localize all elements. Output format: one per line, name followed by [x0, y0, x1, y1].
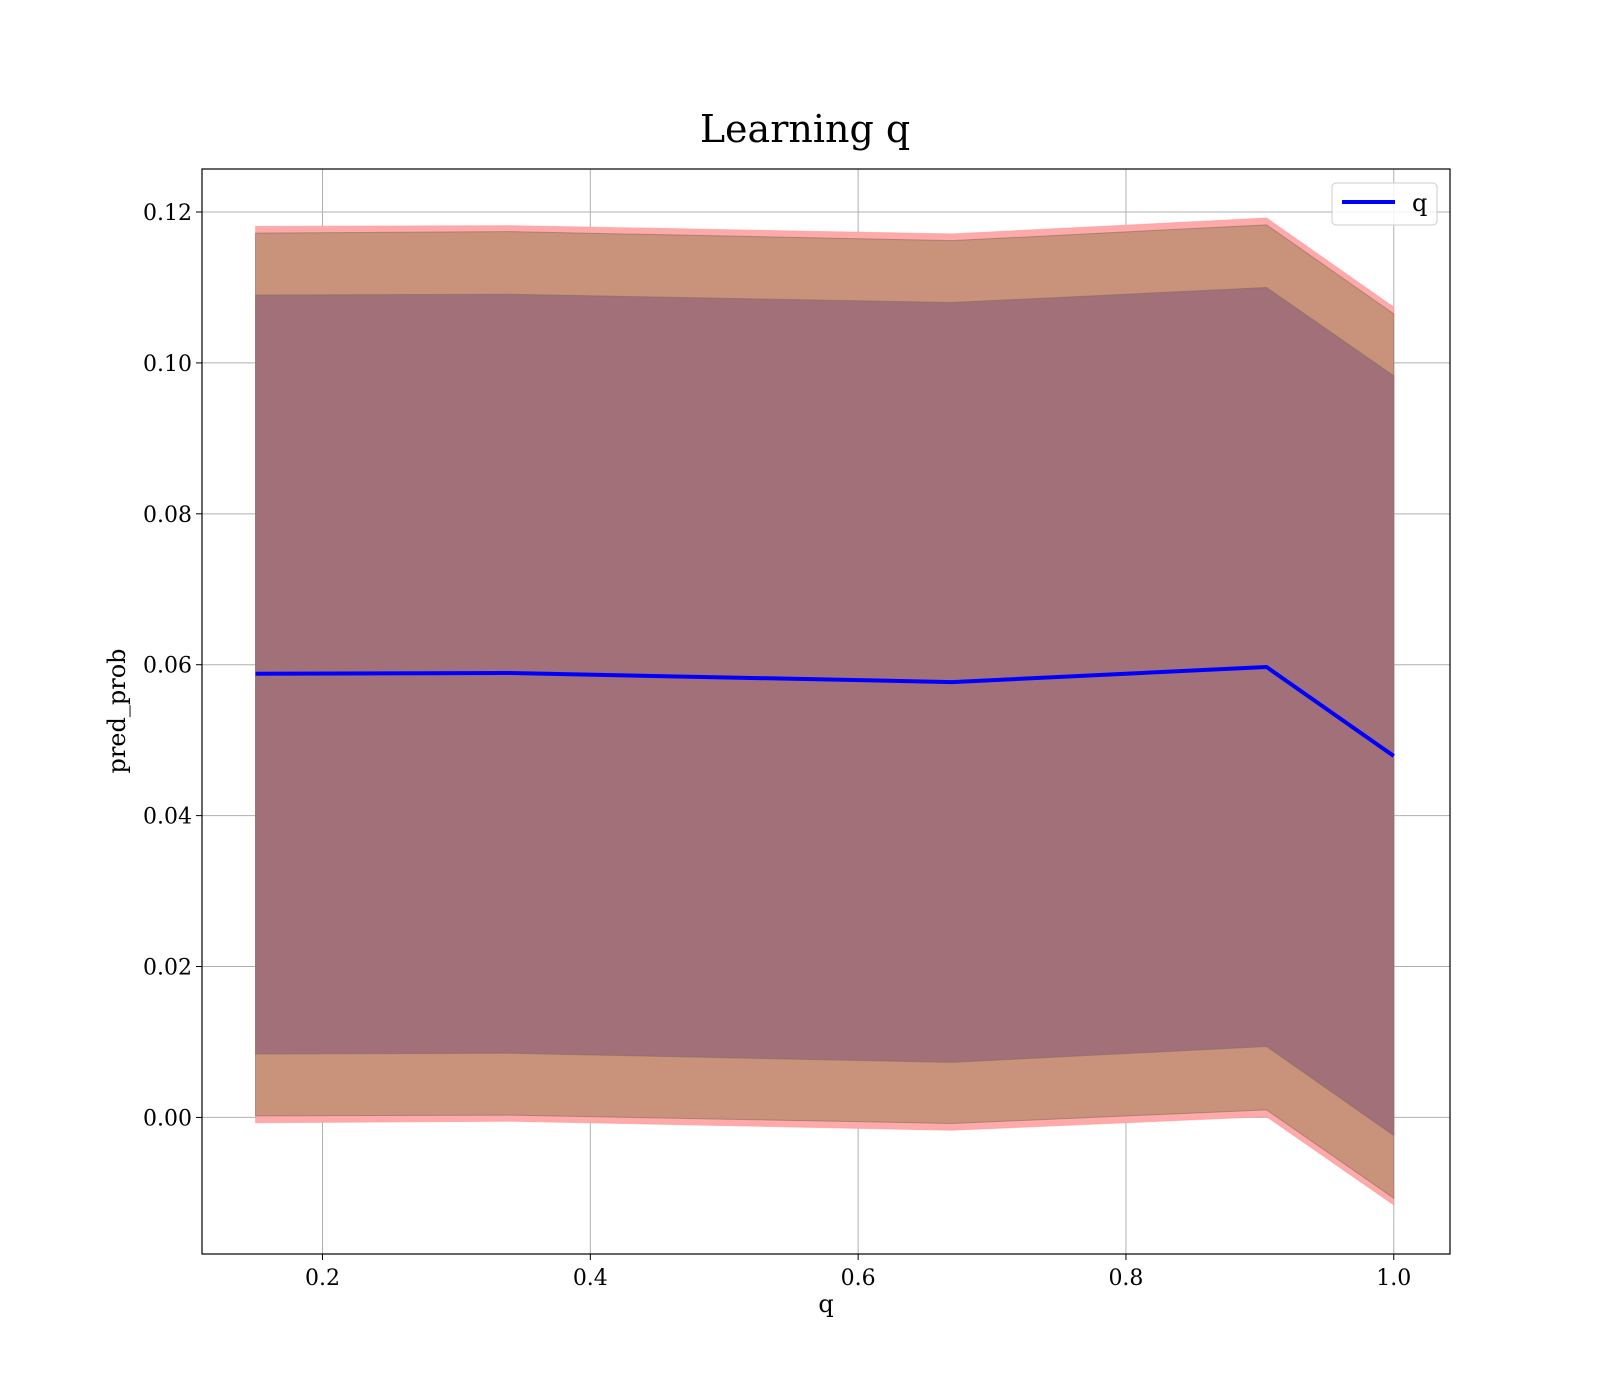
- y-tick-label: 0.06: [143, 654, 192, 679]
- y-axis-label: pred_prob: [103, 648, 131, 773]
- x-axis-ticks: 0.2 0.4 0.6 0.8 1.0: [305, 1254, 1411, 1291]
- chart-title: Learning q: [700, 107, 910, 151]
- legend: q: [1331, 182, 1438, 226]
- uncertainty-bands: [255, 217, 1395, 1206]
- plot-frame: [201, 168, 1451, 1255]
- x-axis-label: q: [818, 1290, 833, 1318]
- x-tick-label: 0.6: [841, 1266, 876, 1291]
- x-tick-label: 0.4: [573, 1266, 608, 1291]
- y-tick-label: 0.08: [143, 503, 192, 528]
- series-line-q: [255, 664, 1395, 758]
- band-2: [255, 286, 1395, 1137]
- y-tick-label: 0.10: [143, 352, 192, 377]
- series-lines: [255, 664, 1395, 758]
- x-tick-label: 0.2: [305, 1266, 340, 1291]
- legend-label-q: q: [1412, 189, 1427, 217]
- y-tick-label: 0.12: [143, 201, 192, 226]
- y-axis-ticks: 0.00 0.02 0.04 0.06 0.08 0.10 0.12: [143, 201, 202, 1131]
- y-tick-label: 0.02: [143, 956, 192, 981]
- y-tick-label: 0.00: [143, 1106, 192, 1131]
- y-tick-label: 0.04: [143, 805, 192, 830]
- x-tick-label: 0.8: [1108, 1266, 1143, 1291]
- x-tick-label: 1.0: [1376, 1266, 1411, 1291]
